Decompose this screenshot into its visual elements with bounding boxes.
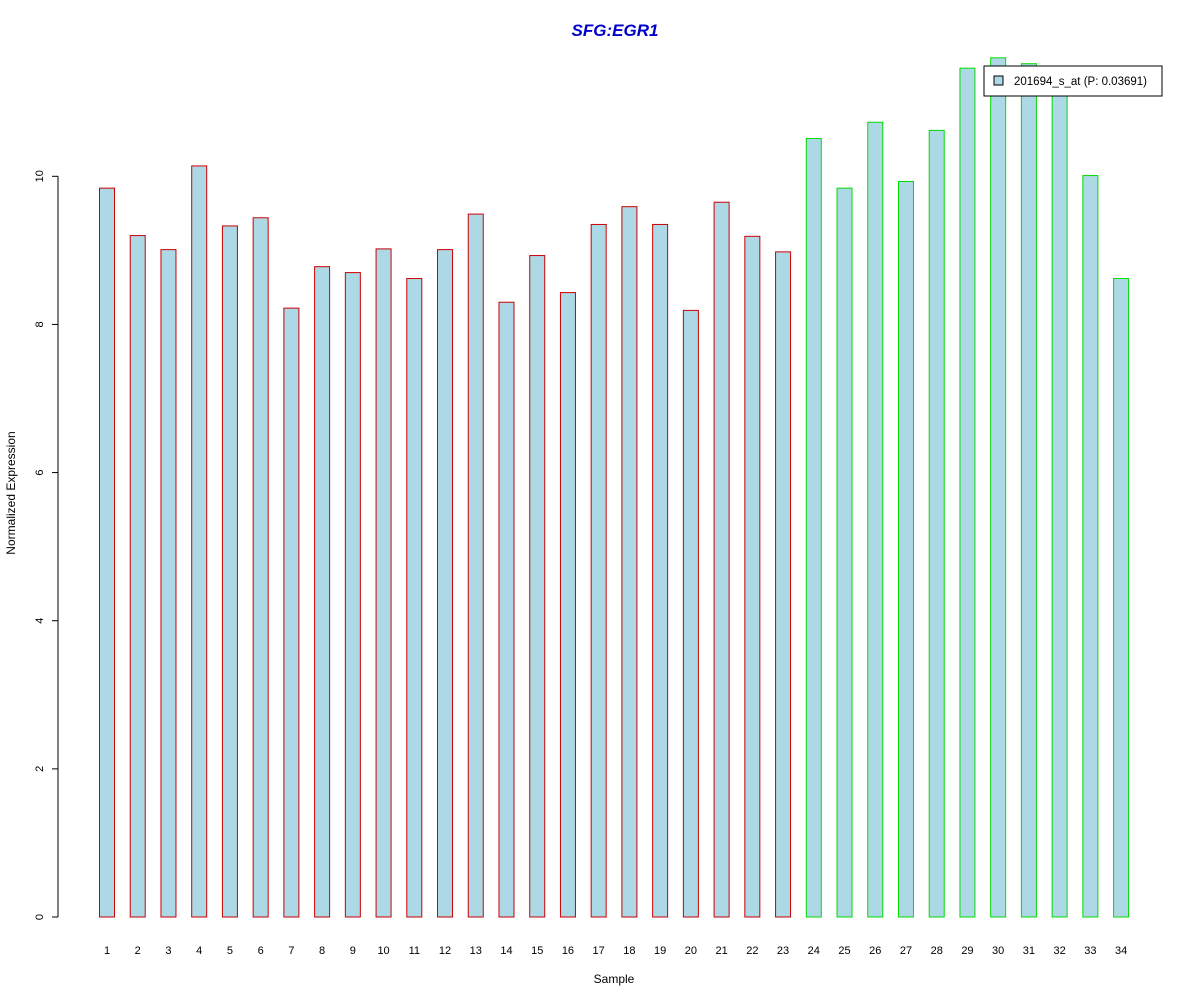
x-tick-label: 31 — [1023, 945, 1035, 957]
x-tick-label: 12 — [439, 945, 451, 957]
x-tick-label: 29 — [961, 945, 973, 957]
bar — [129, 235, 146, 918]
bar — [467, 213, 484, 918]
x-tick-label: 2 — [135, 945, 141, 957]
chart-title: SFG:EGR1 — [572, 21, 659, 40]
bar — [406, 278, 423, 918]
bar — [1051, 79, 1068, 918]
x-tick-label: 10 — [377, 945, 389, 957]
bar — [375, 248, 392, 918]
x-tick-label: 15 — [531, 945, 543, 957]
x-axis-label: Sample — [594, 972, 635, 986]
bar — [1082, 175, 1099, 918]
bar — [437, 249, 454, 918]
bar — [99, 187, 115, 918]
bar — [252, 217, 269, 918]
bar — [1020, 63, 1037, 918]
x-tick-label: 8 — [319, 945, 325, 957]
bar — [283, 307, 300, 918]
bar — [775, 251, 792, 918]
legend-entry-label: 201694_s_at (P: 0.03691) — [1014, 76, 1147, 88]
y-tick-label: 10 — [34, 170, 46, 182]
x-tick-label: 13 — [470, 945, 482, 957]
x-tick-label: 7 — [288, 945, 294, 957]
bar — [928, 129, 945, 918]
bar — [1113, 278, 1130, 918]
x-tick-label: 6 — [258, 945, 264, 957]
bar — [621, 206, 638, 918]
x-tick-label: 21 — [715, 945, 727, 957]
bar — [990, 57, 1007, 918]
bar — [498, 301, 515, 918]
legend-swatch — [993, 75, 1004, 86]
y-tick-label: 8 — [34, 321, 46, 327]
bar — [529, 255, 546, 918]
y-tick-label: 6 — [34, 470, 46, 476]
bar — [652, 223, 669, 918]
bar — [559, 292, 576, 918]
bar — [314, 266, 331, 918]
y-tick-label: 4 — [34, 618, 46, 624]
bar — [805, 138, 822, 918]
x-tick-label: 20 — [685, 945, 697, 957]
x-tick-label: 18 — [623, 945, 635, 957]
x-tick-label: 17 — [593, 945, 605, 957]
bar — [160, 249, 177, 918]
x-tick-label: 34 — [1115, 945, 1127, 957]
bar — [836, 187, 853, 918]
x-tick-label: 25 — [838, 945, 850, 957]
bar — [959, 67, 976, 918]
x-tick-label: 5 — [227, 945, 233, 957]
x-axis-tick-labels: 1 2 3 4 5 6 7 8 9 10 11 12 13 14 15 16 17 18 19 20 21 22 23 24 2… — [104, 945, 1127, 957]
x-tick-label: 3 — [165, 945, 171, 957]
x-tick-label: 9 — [350, 945, 356, 957]
x-tick-label: 1 — [104, 945, 110, 957]
x-tick-label: 11 — [409, 945, 420, 957]
bar — [590, 223, 607, 918]
x-tick-label: 33 — [1084, 945, 1096, 957]
x-tick-label: 16 — [562, 945, 574, 957]
x-tick-label: 19 — [654, 945, 666, 957]
bar — [344, 272, 361, 918]
bar — [867, 121, 884, 918]
y-tick-label: 2 — [34, 766, 46, 772]
bar — [221, 225, 238, 918]
y-axis-label: Normalized Expression — [4, 431, 18, 554]
bar — [682, 309, 699, 918]
y-tick-label: 0 — [34, 914, 46, 920]
x-tick-label: 28 — [931, 945, 943, 957]
bars — [99, 57, 1130, 918]
bar — [897, 180, 914, 918]
bar — [713, 201, 730, 918]
x-tick-label: 27 — [900, 945, 912, 957]
x-tick-label: 32 — [1054, 945, 1066, 957]
x-tick-label: 26 — [869, 945, 881, 957]
bar — [744, 235, 761, 918]
y-axis: 0 2 4 6 8 10 — [34, 170, 59, 920]
x-tick-label: 22 — [746, 945, 758, 957]
x-tick-label: 30 — [992, 945, 1004, 957]
x-tick-label: 4 — [196, 945, 202, 957]
bar — [191, 165, 208, 918]
x-tick-label: 24 — [808, 945, 820, 957]
x-tick-label: 23 — [777, 945, 789, 957]
legend-box — [983, 65, 1163, 97]
legend: 201694_s_at (P: 0.03691) — [983, 65, 1163, 97]
x-tick-label: 14 — [500, 945, 512, 957]
